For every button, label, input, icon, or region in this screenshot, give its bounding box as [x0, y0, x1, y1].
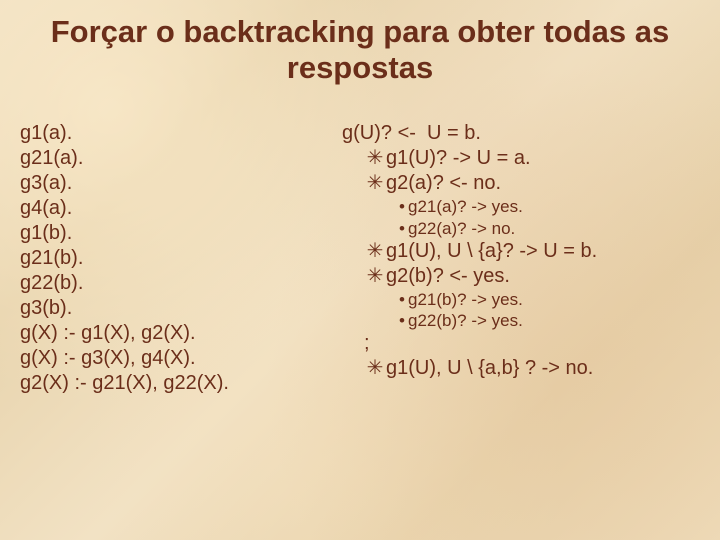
title-line-1: Forçar o backtracking para obter todas a… — [0, 14, 720, 50]
sub-bullet-line: • g21(a)? -> yes. — [342, 196, 700, 217]
bullet-line: ✳ g1(U), U \ {a}? -> U = b. — [342, 239, 700, 264]
code-line: g3(a). — [20, 171, 330, 196]
sub-bullet-line: • g22(a)? -> no. — [342, 218, 700, 239]
sub-bullet-text: g21(a)? -> yes. — [408, 196, 523, 217]
code-line: g3(b). — [20, 296, 330, 321]
sub-bullet-text: g22(a)? -> no. — [408, 218, 515, 239]
star-bullet-icon: ✳ — [364, 264, 386, 289]
bullet-line: ✳ g1(U), U \ {a,b} ? -> no. — [342, 356, 700, 381]
bullet-text: g1(U)? -> U = a. — [386, 146, 531, 171]
star-bullet-icon: ✳ — [364, 171, 386, 196]
content-columns: g1(a). g21(a). g3(a). g4(a). g1(b). g21(… — [0, 121, 720, 396]
slide-title: Forçar o backtracking para obter todas a… — [0, 0, 720, 85]
semicolon-line: ; — [342, 331, 700, 356]
dot-bullet-icon: • — [396, 310, 408, 331]
bullet-line: ✳ g2(b)? <- yes. — [342, 264, 700, 289]
code-line: g1(a). — [20, 121, 330, 146]
star-bullet-icon: ✳ — [364, 239, 386, 264]
star-bullet-icon: ✳ — [364, 356, 386, 381]
code-line: g22(b). — [20, 271, 330, 296]
right-column: g(U)? <- U = b. ✳ g1(U)? -> U = a. ✳ g2(… — [342, 121, 700, 396]
sub-bullet-line: • g22(b)? -> yes. — [342, 310, 700, 331]
left-column: g1(a). g21(a). g3(a). g4(a). g1(b). g21(… — [20, 121, 330, 396]
bullet-text: g1(U), U \ {a}? -> U = b. — [386, 239, 597, 264]
bullet-text: g1(U), U \ {a,b} ? -> no. — [386, 356, 593, 381]
bullet-line: ✳ g2(a)? <- no. — [342, 171, 700, 196]
dot-bullet-icon: • — [396, 218, 408, 239]
code-line: g21(a). — [20, 146, 330, 171]
code-line: g4(a). — [20, 196, 330, 221]
code-line: g1(b). — [20, 221, 330, 246]
sub-bullet-text: g21(b)? -> yes. — [408, 289, 523, 310]
code-line: g(X) :- g3(X), g4(X). — [20, 346, 330, 371]
query-head: g(U)? <- U = b. — [342, 121, 700, 146]
code-line: g2(X) :- g21(X), g22(X). — [20, 371, 330, 396]
dot-bullet-icon: • — [396, 289, 408, 310]
star-bullet-icon: ✳ — [364, 146, 386, 171]
bullet-line: ✳ g1(U)? -> U = a. — [342, 146, 700, 171]
sub-bullet-line: • g21(b)? -> yes. — [342, 289, 700, 310]
sub-bullet-text: g22(b)? -> yes. — [408, 310, 523, 331]
code-line: g21(b). — [20, 246, 330, 271]
title-line-2: respostas — [0, 50, 720, 86]
bullet-text: g2(b)? <- yes. — [386, 264, 510, 289]
code-line: g(X) :- g1(X), g2(X). — [20, 321, 330, 346]
bullet-text: g2(a)? <- no. — [386, 171, 501, 196]
dot-bullet-icon: • — [396, 196, 408, 217]
